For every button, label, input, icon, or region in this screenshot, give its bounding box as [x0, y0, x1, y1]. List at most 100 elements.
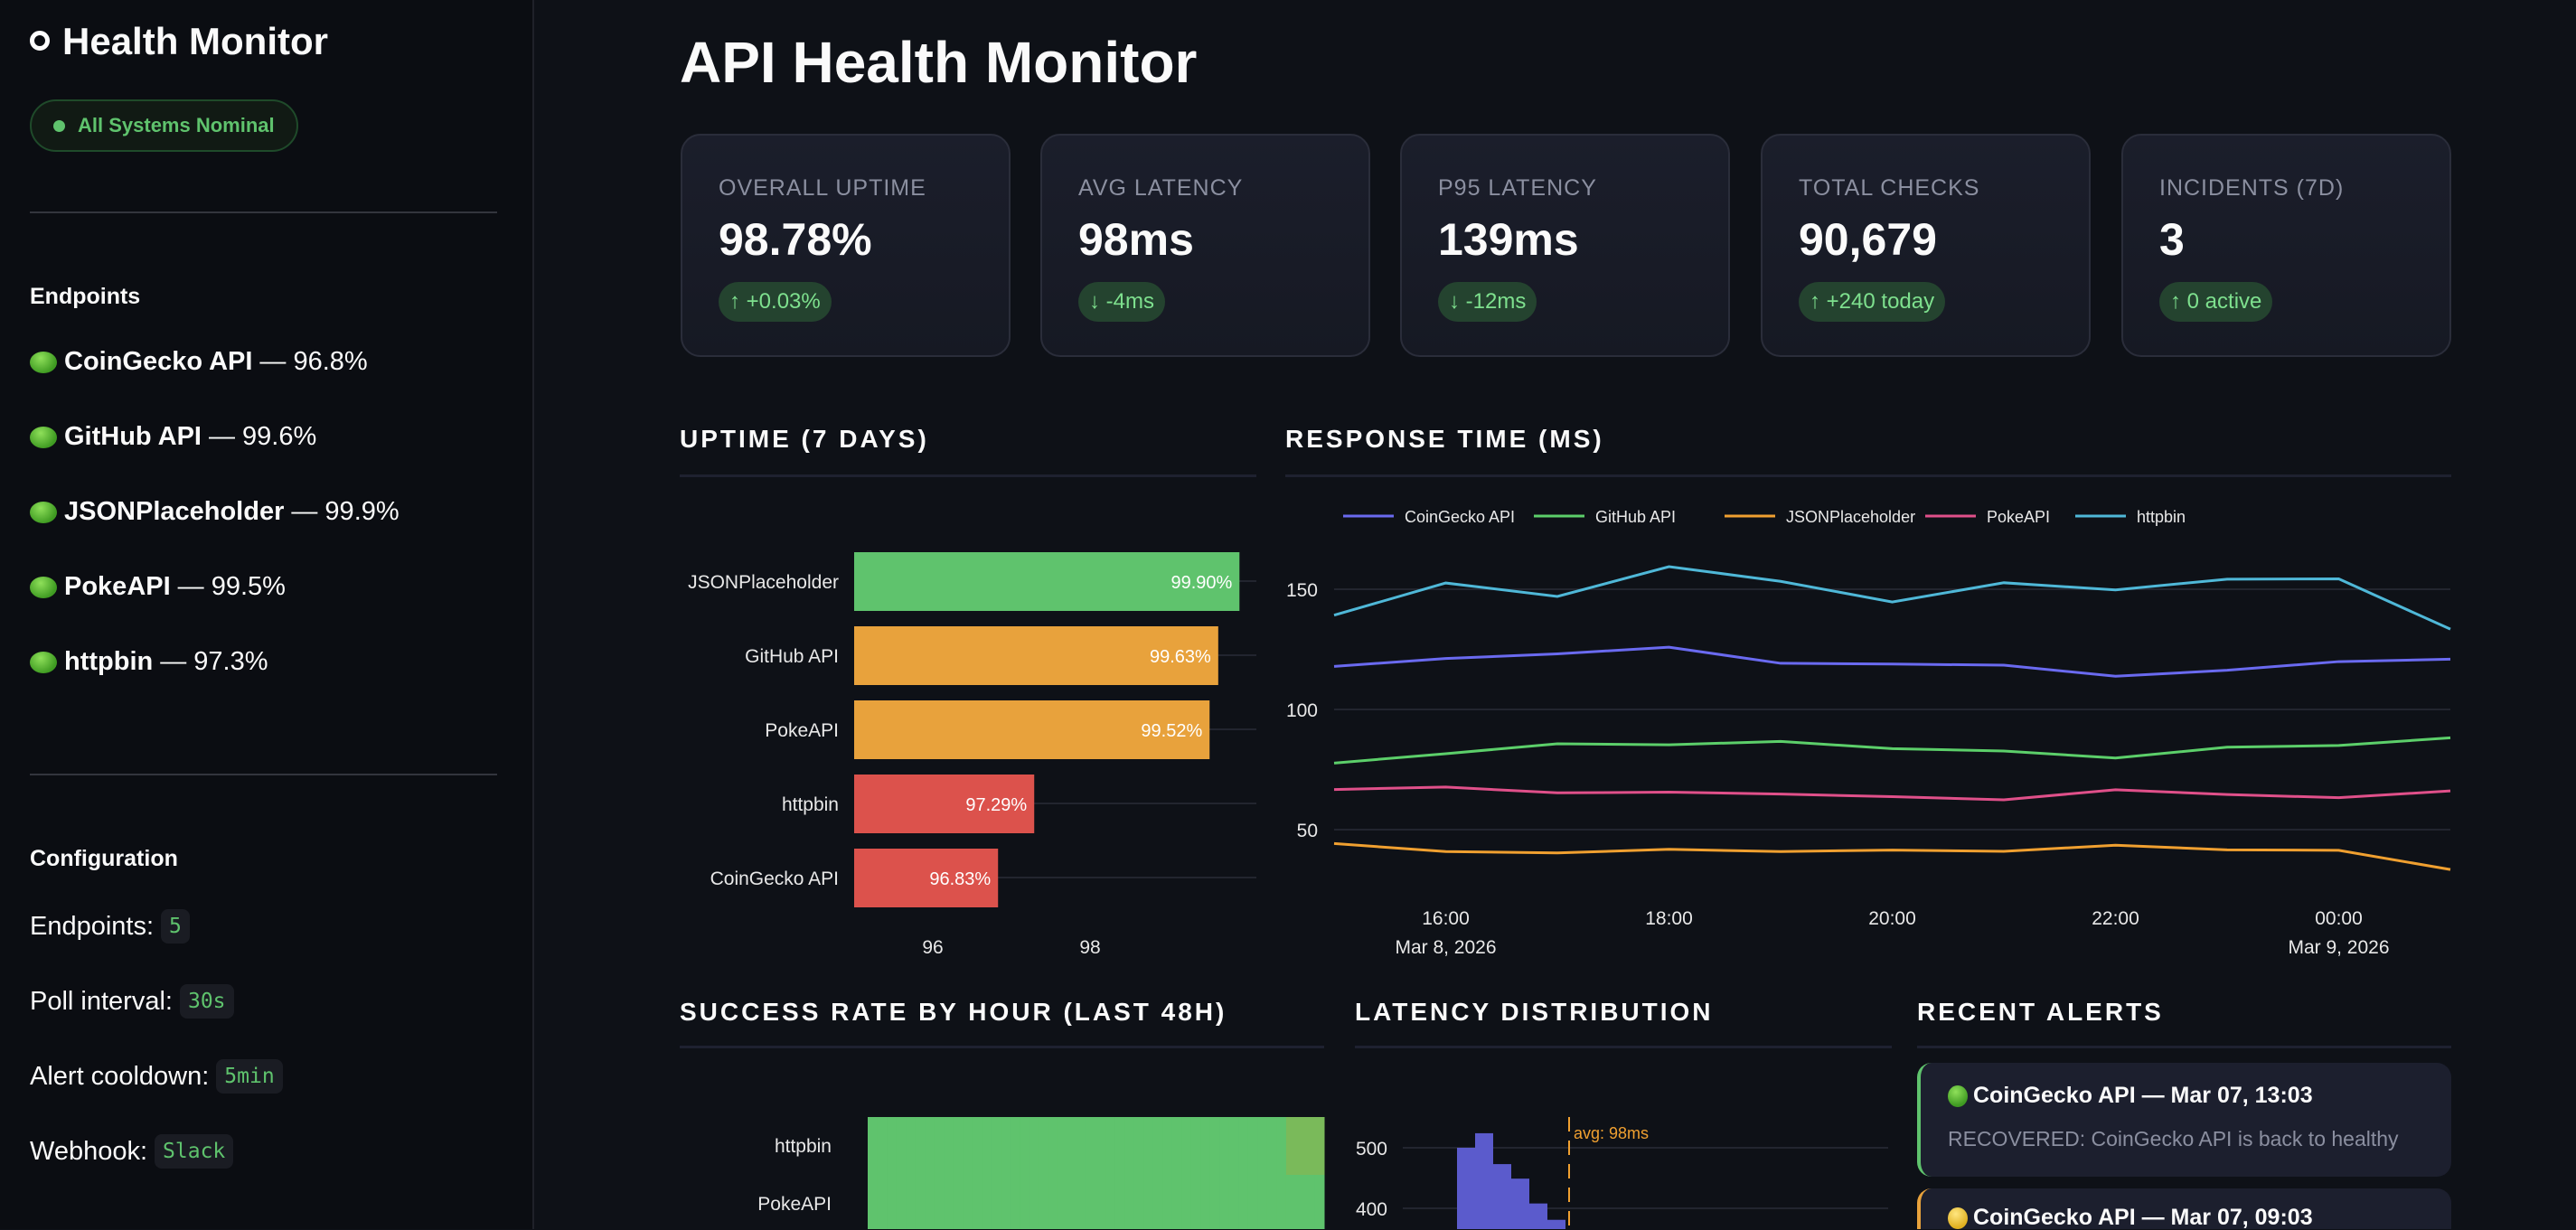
heatmap-cell: [1200, 1117, 1211, 1175]
heatmap-cell: [877, 1175, 888, 1229]
config-label: Endpoints:: [30, 911, 155, 941]
heatmap-cell: [953, 1175, 964, 1229]
bar-value-label: 99.52%: [1141, 721, 1202, 741]
heatmap-cell: [906, 1175, 917, 1229]
x-tick-label: 22:00: [2092, 908, 2139, 929]
heatmap-cell: [1266, 1175, 1277, 1229]
green-circle-icon: [30, 501, 57, 523]
page-title: API Health Monitor: [680, 30, 1198, 95]
heatmap-cell: [1162, 1117, 1173, 1175]
legend-label: JSONPlaceholder: [1786, 508, 1915, 526]
alert-card[interactable]: CoinGecko API — Mar 07, 13:03 RECOVERED: …: [1917, 1063, 2451, 1177]
heatmap-cell: [877, 1117, 888, 1175]
heatmap-cell: [1086, 1175, 1096, 1229]
heatmap-cell: [1076, 1117, 1087, 1175]
series-line: [1333, 645, 2451, 678]
bar-category-label: PokeAPI: [765, 720, 839, 741]
histogram-bar: [1457, 1148, 1475, 1229]
heatmap-cell: [982, 1117, 992, 1175]
heatmap-cell: [1039, 1117, 1049, 1175]
endpoint-item: CoinGecko API — 96.8%: [30, 347, 368, 377]
metric-value: 90,679: [1799, 214, 1937, 265]
heatmap-cell: [1058, 1117, 1068, 1175]
heatmap-cell: [1095, 1117, 1106, 1175]
heatmap-cell: [1067, 1175, 1077, 1229]
heatmap-cell: [1304, 1175, 1315, 1229]
heatmap-cell: [1010, 1117, 1020, 1175]
divider: [30, 774, 497, 775]
x-tick-date: Mar 8, 2026: [1395, 937, 1496, 958]
endpoint-uptime: — 99.6%: [208, 422, 317, 451]
radio-icon: [30, 31, 50, 51]
endpoints-heading: Endpoints: [30, 284, 141, 309]
divider: [1917, 1046, 2451, 1048]
config-value: 5min: [216, 1059, 283, 1094]
uptime-bar: [854, 626, 1218, 685]
x-tick-label: 18:00: [1645, 908, 1693, 929]
heatmap-cell: [1190, 1175, 1201, 1229]
heatmap-cell: [925, 1175, 935, 1229]
metric-card: TOTAL CHECKS 90,679 ↑ +240 today: [1761, 134, 2091, 357]
bar-value-label: 99.90%: [1170, 573, 1232, 593]
response-section-title: RESPONSE TIME (MS): [1285, 425, 1604, 453]
metric-label: OVERALL UPTIME: [719, 175, 926, 201]
heatmap-cell: [972, 1175, 982, 1229]
metric-label: AVG LATENCY: [1078, 175, 1244, 201]
heatmap-cell: [896, 1117, 907, 1175]
heatmap-cell: [1257, 1117, 1268, 1175]
histogram-bar: [1511, 1178, 1529, 1229]
heatmap-cell: [1295, 1117, 1306, 1175]
divider: [680, 474, 1256, 477]
x-tick-label: 00:00: [2315, 908, 2363, 929]
sidebar-title-text: Health Monitor: [62, 20, 328, 62]
bar-category-label: JSONPlaceholder: [688, 572, 839, 593]
heatmap-row-label: PokeAPI: [757, 1194, 832, 1215]
series-line: [1333, 841, 2451, 871]
alert-card[interactable]: CoinGecko API — Mar 07, 09:03: [1917, 1188, 2451, 1229]
bar-category-label: CoinGecko API: [710, 869, 839, 889]
heatmap-cell: [1039, 1175, 1049, 1229]
y-tick-label: 50: [1297, 821, 1318, 841]
heatmap-cell: [1095, 1175, 1106, 1229]
metric-label: TOTAL CHECKS: [1799, 175, 1980, 201]
heatmap-cell: [1181, 1117, 1192, 1175]
config-value: 30s: [179, 984, 234, 1019]
alert-title-text: CoinGecko API — Mar 07, 09:03: [1973, 1205, 2313, 1230]
divider: [30, 211, 497, 213]
heatmap-cell: [1276, 1175, 1287, 1229]
heatmap-cell: [1304, 1117, 1315, 1175]
green-circle-icon: [30, 351, 57, 373]
metric-label: INCIDENTS (7D): [2159, 175, 2345, 201]
heatmap-cell: [934, 1117, 945, 1175]
heatmap-cell: [1114, 1175, 1125, 1229]
heatmap-cell: [1238, 1175, 1249, 1229]
histogram-bar: [1493, 1164, 1511, 1229]
sidebar-title: Health Monitor: [30, 20, 328, 63]
bar-value-label: 96.83%: [929, 869, 991, 889]
bar-value-label: 97.29%: [965, 795, 1027, 815]
green-circle-icon: [30, 426, 57, 448]
heatmap-cell: [963, 1175, 973, 1229]
heatmap-cell: [1001, 1175, 1011, 1229]
uptime-bar: [854, 849, 999, 907]
heatmap-cell: [1162, 1175, 1173, 1229]
heatmap-cell: [1143, 1175, 1154, 1229]
latency-section-title: LATENCY DISTRIBUTION: [1355, 998, 1714, 1026]
metric-card: OVERALL UPTIME 98.78% ↑ +0.03%: [681, 134, 1011, 357]
heatmap-cell: [953, 1117, 964, 1175]
heatmap-cell: [1285, 1175, 1296, 1229]
config-item: Alert cooldown: 5min: [30, 1059, 283, 1094]
divider: [680, 1046, 1324, 1048]
heatmap-cell: [925, 1117, 935, 1175]
heatmap-cell: [1105, 1175, 1116, 1229]
heatmap-cell: [1133, 1175, 1144, 1229]
green-circle-icon: [30, 576, 57, 598]
config-label: Poll interval:: [30, 986, 173, 1016]
heatmap-cell: [1001, 1117, 1011, 1175]
series-line: [1333, 736, 2451, 765]
heatmap-cell: [1114, 1117, 1125, 1175]
metric-delta: ↑ 0 active: [2159, 282, 2273, 322]
heatmap-cell: [1124, 1175, 1135, 1229]
heatmap-cell: [1029, 1117, 1039, 1175]
